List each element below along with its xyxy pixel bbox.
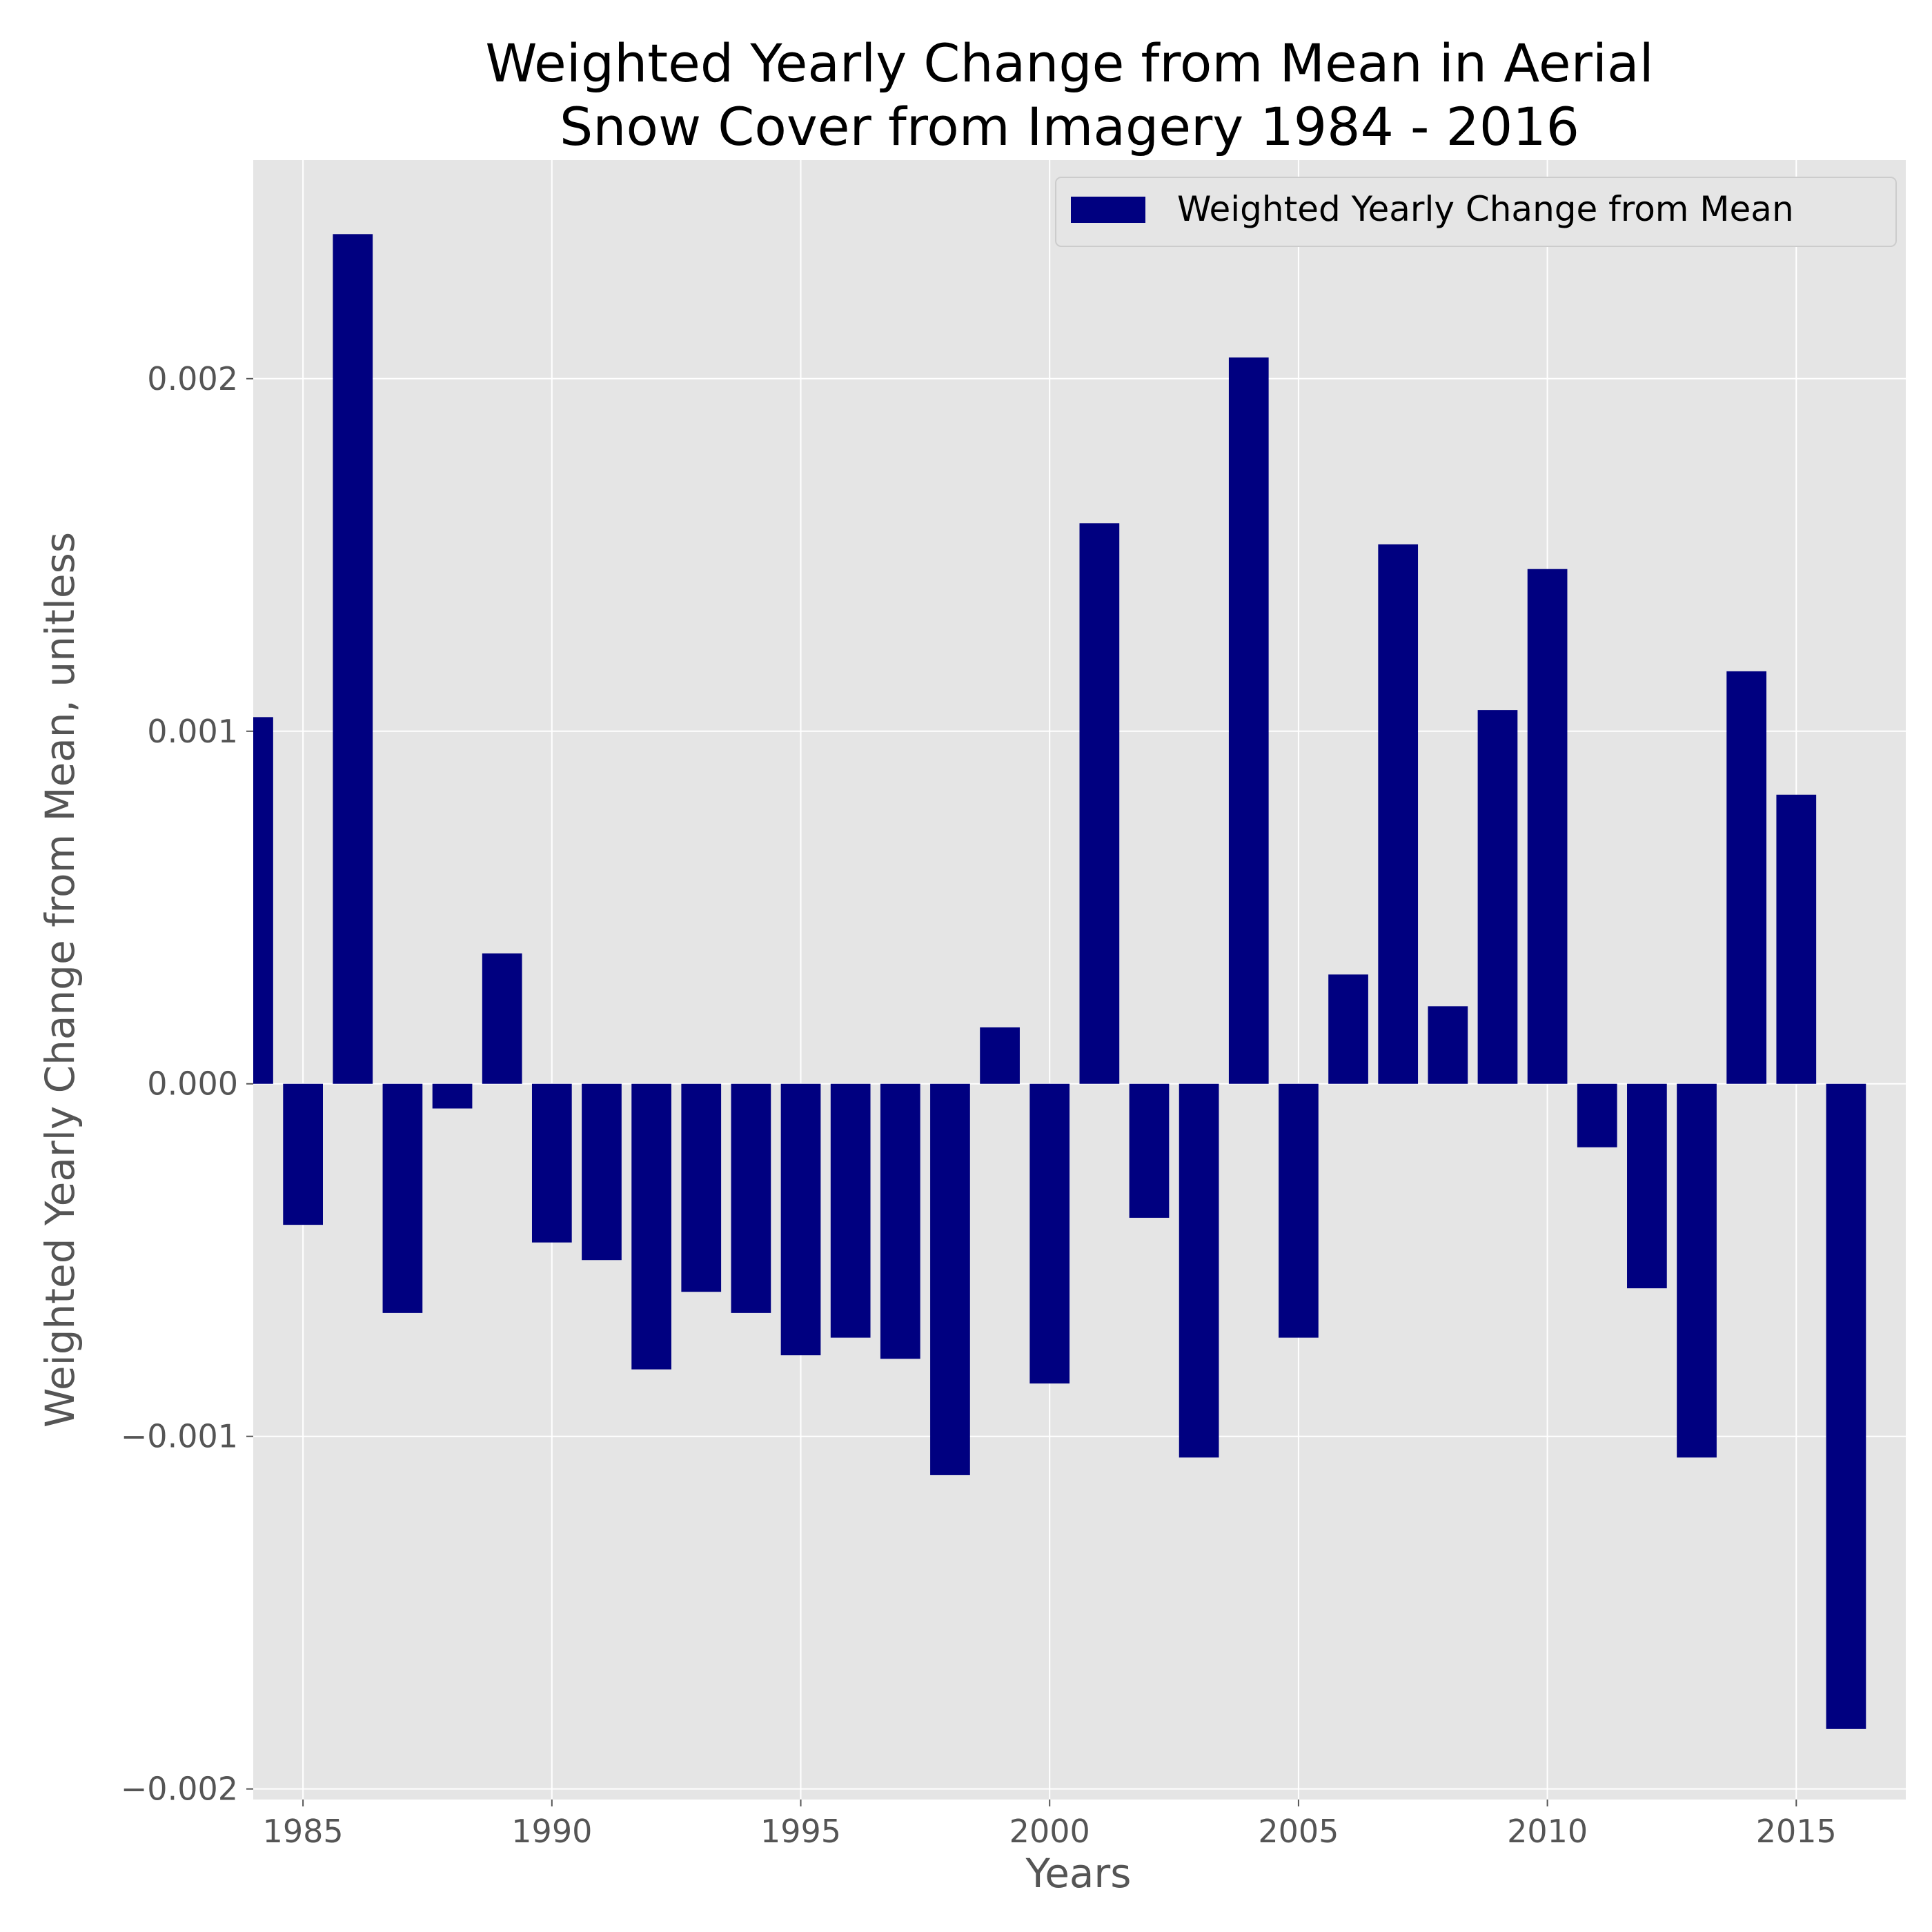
bar-1999 xyxy=(980,1027,1020,1084)
x-tick-label: 1985 xyxy=(263,1813,344,1850)
bar-2004 xyxy=(1228,357,1269,1084)
y-axis-label: Weighted Yearly Change from Mean, unitle… xyxy=(37,532,83,1428)
y-tick-label: 0.001 xyxy=(147,713,238,750)
bar-2008 xyxy=(1428,1006,1468,1084)
y-tick-label: −0.002 xyxy=(121,1771,238,1808)
bars xyxy=(253,234,1866,1729)
bar-2005 xyxy=(1279,1083,1319,1338)
x-tick-label: 2015 xyxy=(1756,1813,1837,1850)
bar-1985 xyxy=(283,1083,323,1225)
legend-swatch xyxy=(1071,197,1145,223)
bar-1996 xyxy=(830,1083,871,1338)
bar-2013 xyxy=(1677,1083,1717,1458)
bar-1994 xyxy=(731,1083,771,1313)
bar-2009 xyxy=(1477,710,1518,1084)
bar-1998 xyxy=(930,1083,970,1475)
bar-2006 xyxy=(1328,974,1368,1084)
bar-2012 xyxy=(1627,1083,1667,1289)
bar-2003 xyxy=(1179,1083,1219,1458)
bar-2014 xyxy=(1726,671,1767,1084)
bar-1993 xyxy=(681,1083,722,1292)
bar-2015 xyxy=(1776,794,1817,1084)
bar-2011 xyxy=(1577,1083,1617,1147)
bar-1991 xyxy=(582,1083,622,1261)
chart-title-line-1: Weighted Yearly Change from Mean in Aeri… xyxy=(485,32,1653,94)
y-tick-label: −0.001 xyxy=(121,1418,238,1455)
bar-1995 xyxy=(780,1083,821,1356)
x-tick-label: 1990 xyxy=(511,1813,592,1850)
bar-2000 xyxy=(1029,1083,1070,1384)
bar-1992 xyxy=(631,1083,671,1370)
chart-title-line-2: Snow Cover from Imagery 1984 - 2016 xyxy=(560,96,1579,157)
y-tick-label: 0.000 xyxy=(147,1065,238,1103)
y-tick-label: 0.002 xyxy=(147,360,238,397)
bar-1997 xyxy=(880,1083,920,1359)
bar-1984 xyxy=(253,717,273,1084)
bar-2001 xyxy=(1079,523,1120,1084)
legend-box xyxy=(1055,177,1897,247)
bar-1986 xyxy=(333,234,373,1084)
x-axis-label: Years xyxy=(1025,1850,1131,1897)
bar-1987 xyxy=(382,1083,423,1313)
bar-2016 xyxy=(1826,1083,1866,1729)
x-axis-ticks: 1985 1990 1995 2000 2005 2010 2015 xyxy=(263,1800,1837,1850)
x-tick-label: 1995 xyxy=(760,1813,841,1850)
bar-2007 xyxy=(1378,544,1419,1084)
bar-2010 xyxy=(1527,569,1568,1084)
bar-1988 xyxy=(432,1083,473,1109)
x-tick-label: 2010 xyxy=(1507,1813,1588,1850)
bar-2002 xyxy=(1129,1083,1170,1218)
bar-1990 xyxy=(531,1083,572,1243)
x-tick-label: 2000 xyxy=(1009,1813,1090,1850)
y-axis-ticks: −0.002 −0.001 0.000 0.001 0.002 xyxy=(121,360,253,1808)
bar-1989 xyxy=(482,953,522,1084)
x-tick-label: 2005 xyxy=(1258,1813,1339,1850)
legend-label: Weighted Yearly Change from Mean xyxy=(1177,189,1794,229)
legend: Weighted Yearly Change from Mean xyxy=(1055,177,1897,247)
